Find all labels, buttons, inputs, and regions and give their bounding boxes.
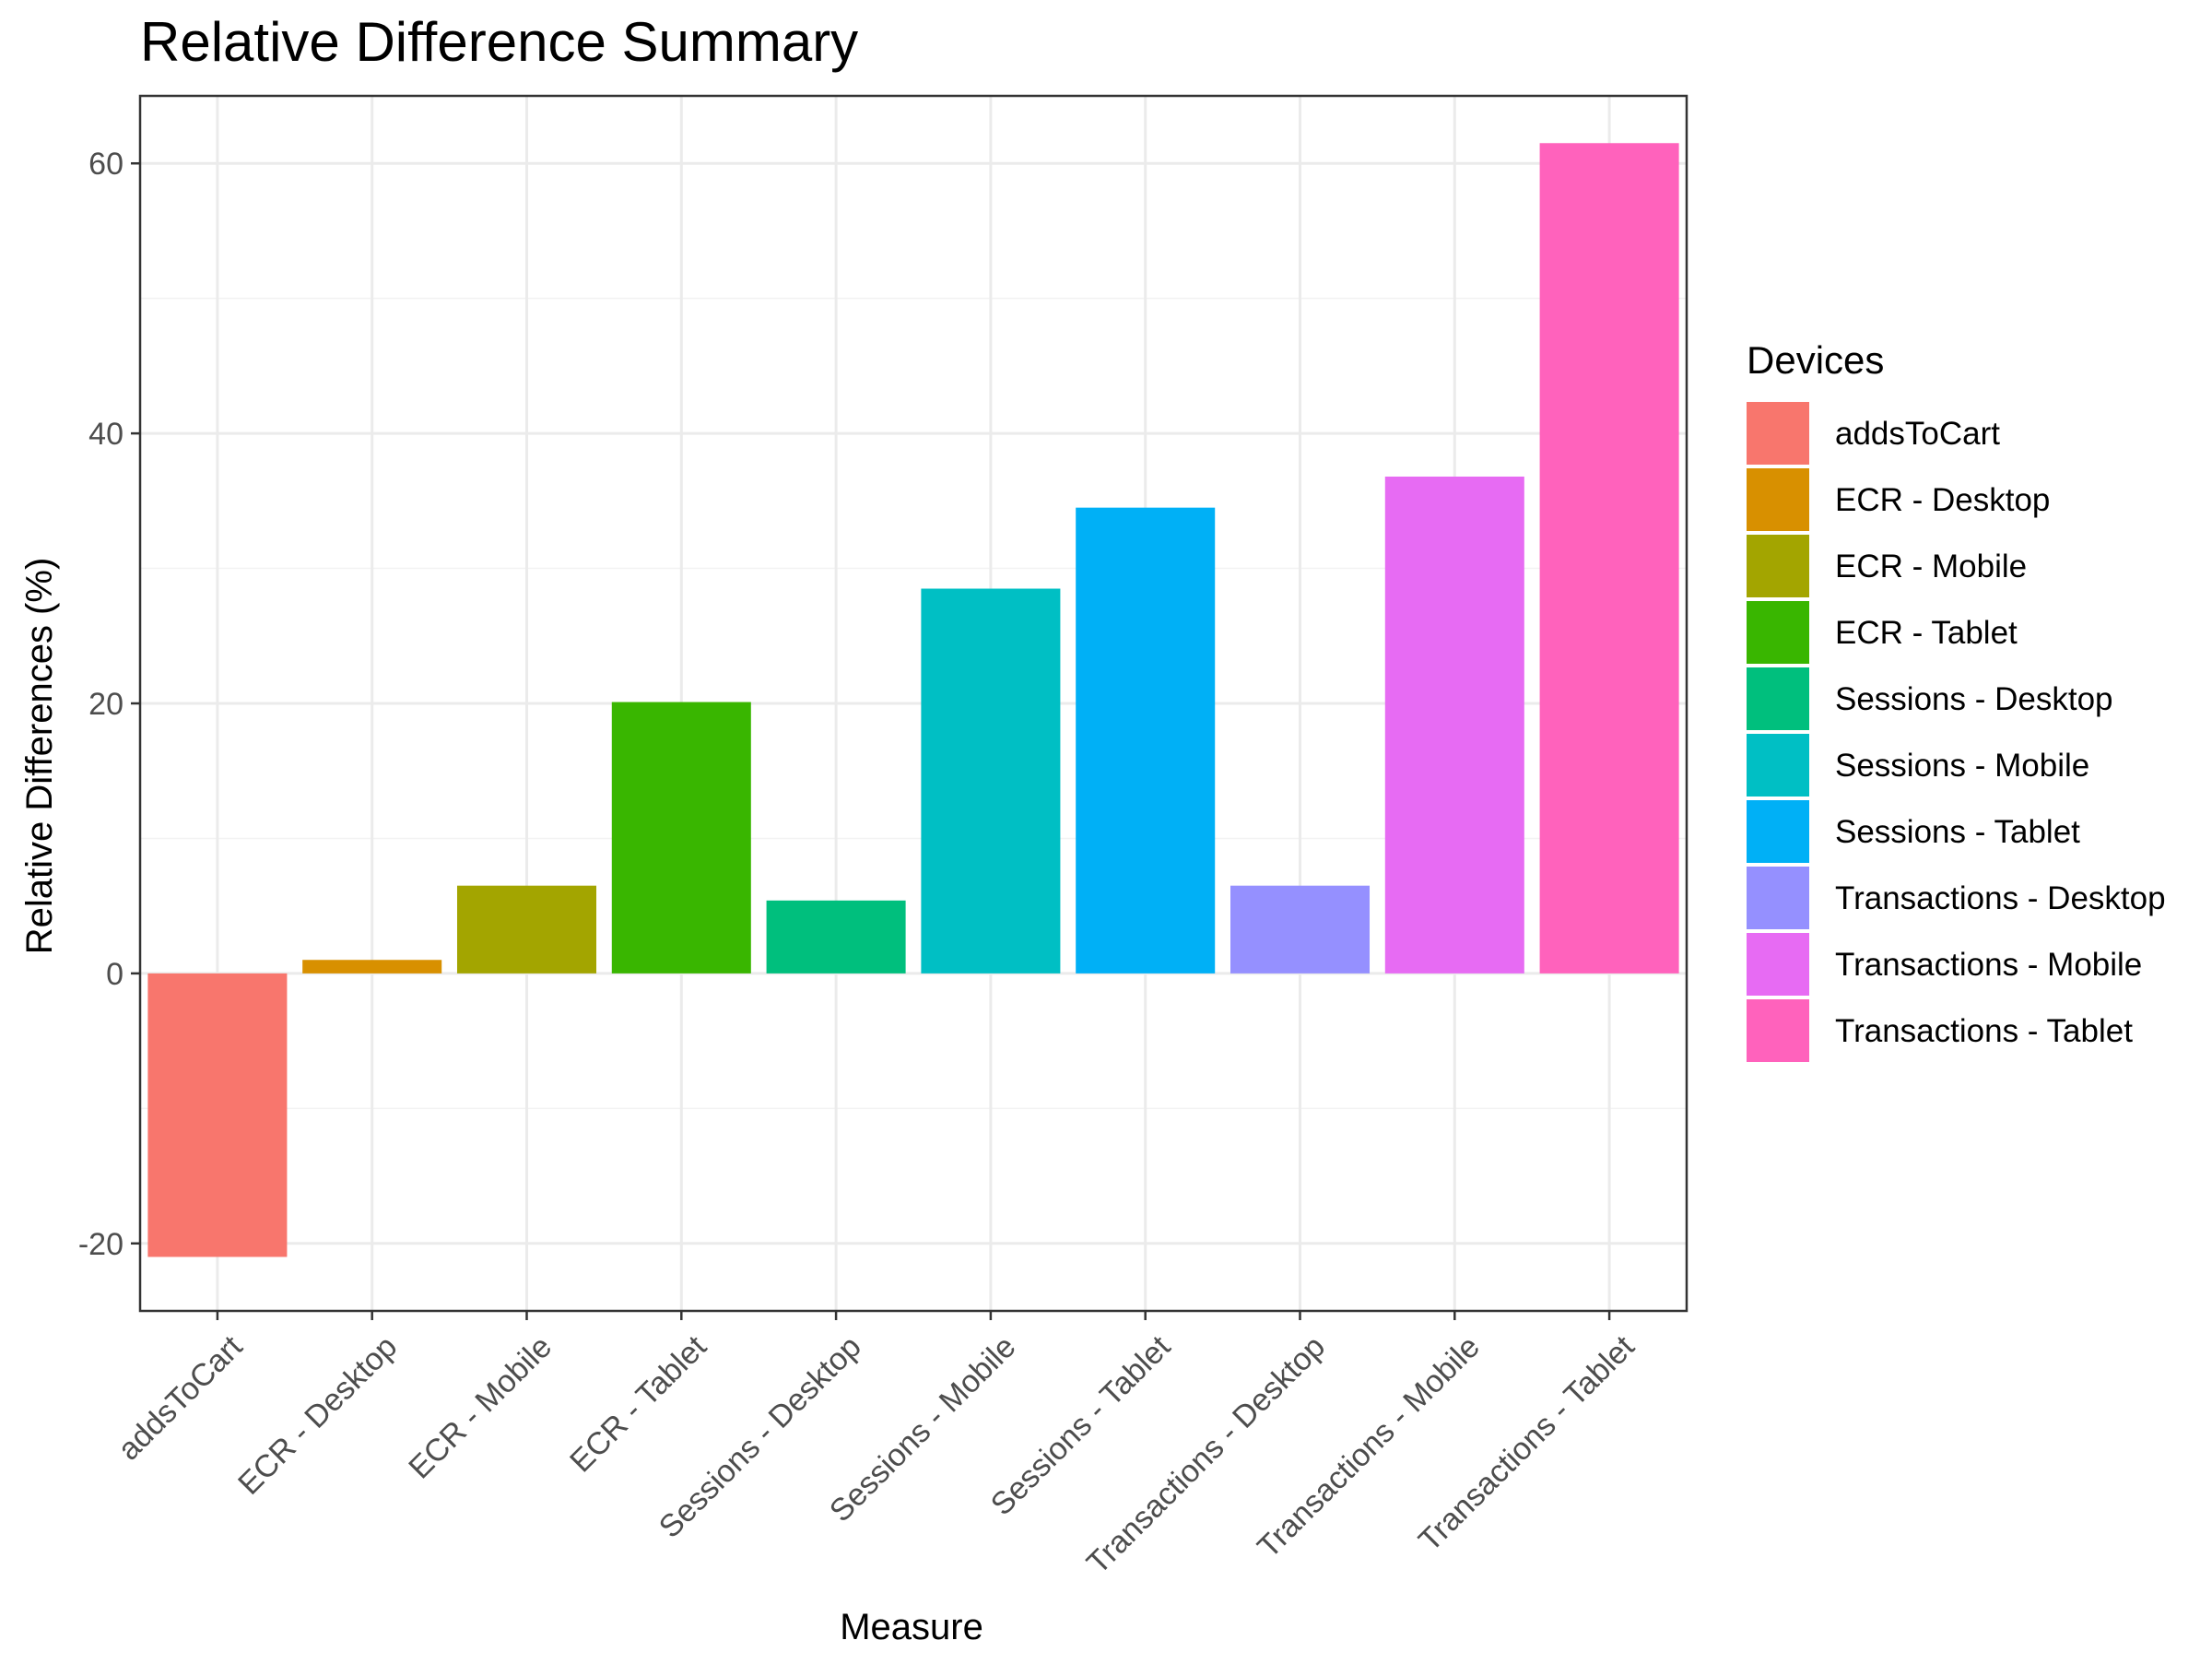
bar (766, 900, 906, 974)
legend-label: Transactions - Mobile (1835, 947, 2142, 983)
bars (147, 143, 1679, 1257)
legend-title: Devices (1747, 338, 1884, 382)
legend-key (1747, 734, 1809, 797)
bar (1076, 507, 1216, 974)
legend-key (1747, 999, 1809, 1062)
bar (456, 885, 597, 974)
legend-label: ECR - Tablet (1835, 615, 2018, 651)
legend-label: ECR - Mobile (1835, 549, 2027, 584)
bar (611, 702, 751, 974)
x-tick-label: ECR - Mobile (402, 1329, 559, 1486)
chart-title: Relative Difference Summary (140, 11, 858, 73)
legend-key (1747, 667, 1809, 730)
y-tick-label: 40 (88, 417, 124, 452)
legend-key (1747, 601, 1809, 664)
legend-label: Sessions - Desktop (1835, 681, 2113, 717)
legend-label: ECR - Desktop (1835, 482, 2050, 518)
legend-key (1747, 867, 1809, 929)
legend-key (1747, 535, 1809, 597)
legend-key (1747, 800, 1809, 863)
legend-key (1747, 468, 1809, 531)
y-axis-label: Relative Differences (%) (19, 558, 60, 955)
legend: Devices addsToCart ECR - Desktop ECR - Mob… (1747, 338, 2166, 1062)
y-tick-label: 0 (106, 957, 124, 992)
legend-key (1747, 933, 1809, 996)
legend-key (1747, 402, 1809, 465)
legend-label: Transactions - Desktop (1835, 880, 2166, 916)
x-axis-label: Measure (840, 1607, 983, 1647)
y-tick-label: 60 (88, 147, 124, 182)
legend-label: addsToCart (1835, 416, 2000, 452)
bar (1230, 885, 1371, 974)
bar (1384, 476, 1524, 974)
x-tick-label: ECR - Desktop (231, 1329, 404, 1502)
y-tick-label: 20 (88, 687, 124, 722)
bar (147, 973, 288, 1257)
legend-label: Transactions - Tablet (1835, 1013, 2133, 1049)
bar (921, 588, 1061, 974)
x-tick-label: addsToCart (112, 1328, 250, 1467)
legend-label: Sessions - Mobile (1835, 748, 2089, 784)
legend-label: Sessions - Tablet (1835, 814, 2080, 850)
x-tick-label: ECR - Tablet (563, 1328, 713, 1479)
bar (1539, 143, 1679, 974)
bar (302, 960, 442, 974)
y-tick-label: -20 (78, 1227, 124, 1262)
